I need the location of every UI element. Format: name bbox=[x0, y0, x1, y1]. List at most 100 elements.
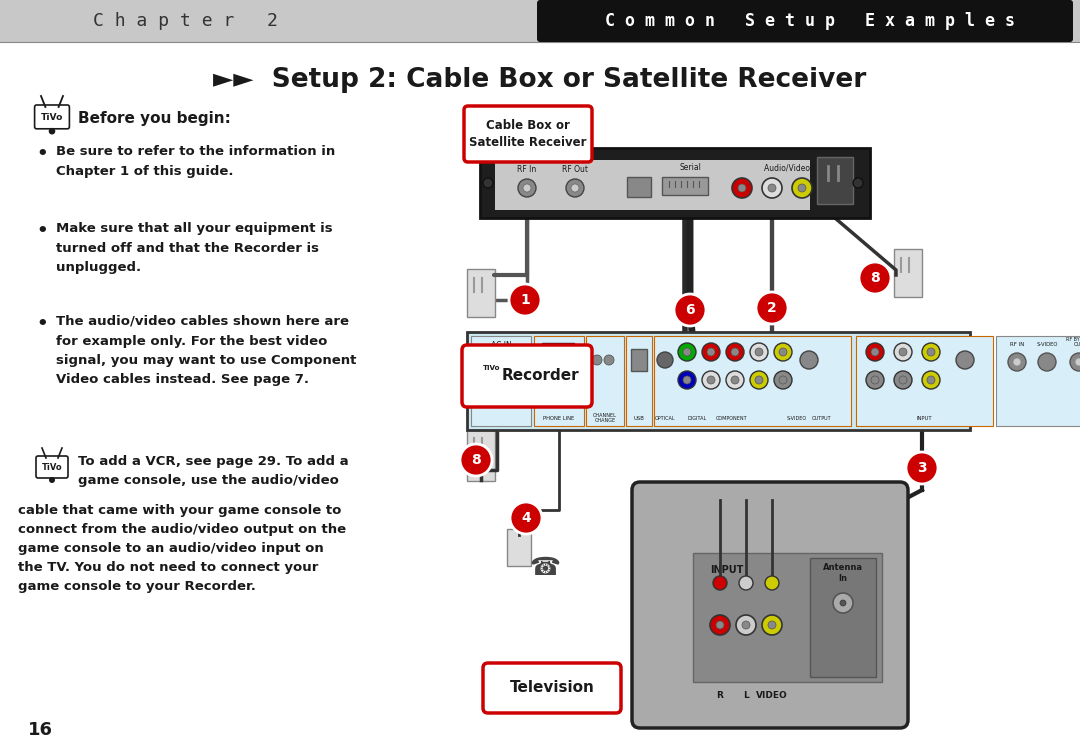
Circle shape bbox=[735, 615, 756, 635]
Text: •: • bbox=[37, 145, 48, 163]
Text: RF IN: RF IN bbox=[1010, 343, 1024, 347]
Circle shape bbox=[956, 351, 974, 369]
Circle shape bbox=[566, 179, 584, 197]
Circle shape bbox=[707, 348, 715, 356]
FancyBboxPatch shape bbox=[478, 358, 505, 376]
FancyBboxPatch shape bbox=[996, 336, 1080, 426]
Text: To add a VCR, see page 29. To add a
game console, use the audio/video: To add a VCR, see page 29. To add a game… bbox=[78, 455, 349, 487]
Circle shape bbox=[765, 576, 779, 590]
Text: TiVo: TiVo bbox=[41, 113, 64, 122]
Text: 3: 3 bbox=[917, 461, 927, 475]
FancyBboxPatch shape bbox=[507, 529, 531, 566]
Circle shape bbox=[755, 376, 762, 384]
Circle shape bbox=[866, 343, 885, 361]
Text: Be sure to refer to the information in
Chapter 1 of this guide.: Be sure to refer to the information in C… bbox=[56, 145, 335, 178]
Text: Serial: Serial bbox=[679, 164, 701, 172]
FancyBboxPatch shape bbox=[467, 269, 495, 317]
Text: 6: 6 bbox=[685, 303, 694, 317]
Circle shape bbox=[1070, 353, 1080, 371]
Circle shape bbox=[840, 600, 846, 606]
Circle shape bbox=[49, 128, 55, 134]
FancyBboxPatch shape bbox=[632, 482, 908, 728]
FancyBboxPatch shape bbox=[693, 553, 882, 682]
Text: 2: 2 bbox=[767, 301, 777, 315]
Circle shape bbox=[732, 178, 752, 198]
FancyBboxPatch shape bbox=[467, 429, 495, 481]
Circle shape bbox=[762, 615, 782, 635]
Text: 16: 16 bbox=[28, 721, 53, 739]
Circle shape bbox=[927, 348, 935, 356]
Text: INPUT: INPUT bbox=[710, 565, 743, 575]
FancyBboxPatch shape bbox=[36, 456, 68, 478]
Text: Antenna
In: Antenna In bbox=[823, 563, 863, 583]
Circle shape bbox=[779, 376, 787, 384]
Text: 8: 8 bbox=[471, 453, 481, 467]
Text: C h a p t e r   2: C h a p t e r 2 bbox=[93, 12, 278, 30]
FancyBboxPatch shape bbox=[462, 345, 592, 407]
Circle shape bbox=[768, 184, 777, 192]
Circle shape bbox=[756, 292, 788, 324]
FancyBboxPatch shape bbox=[464, 106, 592, 162]
Circle shape bbox=[657, 352, 673, 368]
Circle shape bbox=[731, 348, 739, 356]
FancyBboxPatch shape bbox=[480, 148, 870, 218]
Text: AC IN: AC IN bbox=[490, 340, 511, 350]
Circle shape bbox=[674, 294, 706, 326]
FancyBboxPatch shape bbox=[810, 558, 876, 677]
FancyBboxPatch shape bbox=[654, 336, 851, 426]
Text: Make sure that all your equipment is
turned off and that the Recorder is
unplugg: Make sure that all your equipment is tur… bbox=[56, 222, 333, 274]
Text: Recorder: Recorder bbox=[501, 368, 579, 383]
FancyBboxPatch shape bbox=[542, 343, 573, 369]
Text: CHANNEL
CHANGE: CHANNEL CHANGE bbox=[593, 413, 617, 424]
Text: USB: USB bbox=[634, 416, 645, 421]
Text: VIDEO: VIDEO bbox=[756, 691, 788, 700]
Circle shape bbox=[755, 348, 762, 356]
Circle shape bbox=[678, 343, 696, 361]
FancyBboxPatch shape bbox=[627, 177, 651, 197]
Circle shape bbox=[483, 178, 492, 188]
Circle shape bbox=[738, 184, 746, 192]
Text: OPTICAL: OPTICAL bbox=[654, 416, 675, 421]
Circle shape bbox=[906, 452, 939, 484]
FancyBboxPatch shape bbox=[534, 336, 584, 426]
FancyBboxPatch shape bbox=[483, 663, 621, 713]
Text: Before you begin:: Before you begin: bbox=[78, 110, 231, 125]
Text: ☎: ☎ bbox=[529, 556, 561, 580]
Text: R: R bbox=[716, 691, 724, 700]
Circle shape bbox=[762, 178, 782, 198]
Text: INPUT: INPUT bbox=[916, 416, 932, 421]
Circle shape bbox=[870, 376, 879, 384]
Circle shape bbox=[739, 576, 753, 590]
FancyBboxPatch shape bbox=[626, 336, 652, 426]
Circle shape bbox=[702, 343, 720, 361]
Circle shape bbox=[571, 184, 579, 192]
FancyBboxPatch shape bbox=[471, 336, 531, 426]
Circle shape bbox=[731, 376, 739, 384]
Circle shape bbox=[509, 284, 541, 316]
Text: Audio/Video Out: Audio/Video Out bbox=[764, 164, 826, 172]
Circle shape bbox=[592, 355, 602, 365]
Circle shape bbox=[922, 371, 940, 389]
Text: TiVo: TiVo bbox=[483, 365, 501, 371]
Circle shape bbox=[894, 343, 912, 361]
FancyBboxPatch shape bbox=[495, 160, 810, 210]
Circle shape bbox=[774, 371, 792, 389]
Circle shape bbox=[798, 184, 806, 192]
Circle shape bbox=[899, 376, 907, 384]
Circle shape bbox=[713, 576, 727, 590]
Circle shape bbox=[604, 355, 615, 365]
Circle shape bbox=[523, 184, 531, 192]
FancyBboxPatch shape bbox=[480, 350, 519, 388]
Circle shape bbox=[853, 178, 863, 188]
Circle shape bbox=[927, 376, 935, 384]
Circle shape bbox=[866, 371, 885, 389]
Circle shape bbox=[460, 444, 492, 476]
FancyBboxPatch shape bbox=[467, 332, 970, 430]
FancyBboxPatch shape bbox=[894, 249, 922, 297]
FancyBboxPatch shape bbox=[816, 157, 853, 204]
Text: S-VIDEO: S-VIDEO bbox=[787, 416, 807, 421]
Text: cable that came with your game console to
connect from the audio/video output on: cable that came with your game console t… bbox=[18, 504, 346, 593]
Text: The audio/video cables shown here are
for example only. For the best video
signa: The audio/video cables shown here are fo… bbox=[56, 315, 356, 386]
Circle shape bbox=[779, 348, 787, 356]
Text: TiVo: TiVo bbox=[42, 464, 63, 472]
